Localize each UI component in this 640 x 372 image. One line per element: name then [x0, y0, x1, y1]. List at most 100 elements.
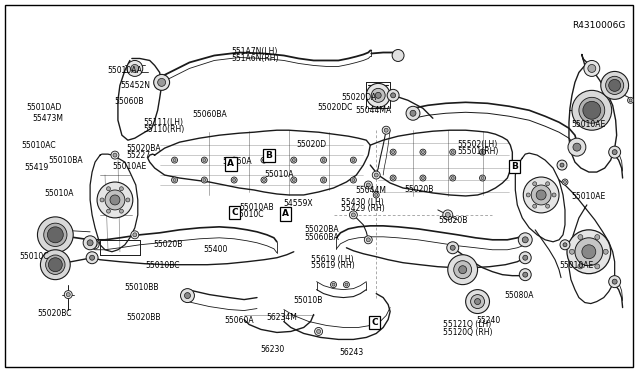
Text: 55010AE: 55010AE: [572, 121, 606, 129]
Circle shape: [563, 243, 567, 247]
Text: 55501(RH): 55501(RH): [457, 147, 499, 156]
Text: 55060A: 55060A: [222, 157, 252, 166]
Circle shape: [111, 151, 119, 159]
Circle shape: [93, 243, 97, 247]
Circle shape: [173, 179, 176, 182]
Circle shape: [86, 252, 98, 264]
Text: 55110(RH): 55110(RH): [144, 125, 185, 134]
Text: 55619 (RH): 55619 (RH): [311, 261, 355, 270]
Text: 56243: 56243: [339, 347, 364, 356]
Circle shape: [154, 74, 170, 90]
Text: 55010A: 55010A: [264, 170, 294, 179]
Circle shape: [291, 157, 297, 163]
Circle shape: [410, 110, 416, 116]
Circle shape: [372, 171, 380, 179]
Circle shape: [321, 157, 326, 163]
Circle shape: [628, 97, 634, 103]
Text: 55044MA: 55044MA: [355, 106, 392, 115]
Circle shape: [49, 258, 62, 272]
Circle shape: [560, 240, 570, 250]
Circle shape: [390, 149, 396, 155]
Circle shape: [202, 157, 207, 163]
Circle shape: [406, 106, 420, 120]
Circle shape: [612, 150, 617, 155]
Circle shape: [531, 185, 551, 205]
Circle shape: [584, 61, 600, 76]
Circle shape: [366, 183, 371, 187]
Text: 55121Q (LH): 55121Q (LH): [443, 321, 491, 330]
Text: 55020BA: 55020BA: [127, 144, 161, 153]
Circle shape: [321, 177, 326, 183]
Text: 55020BC: 55020BC: [38, 310, 72, 318]
Circle shape: [364, 236, 372, 244]
Circle shape: [131, 64, 139, 73]
Circle shape: [120, 209, 124, 213]
Circle shape: [172, 177, 177, 183]
Circle shape: [322, 158, 325, 161]
Circle shape: [450, 175, 456, 181]
Circle shape: [578, 235, 583, 240]
Text: 55429 (RH): 55429 (RH): [341, 205, 385, 214]
Text: 55010BC: 55010BC: [146, 261, 180, 270]
Text: 55020BB: 55020BB: [127, 313, 161, 322]
Circle shape: [532, 204, 537, 208]
Text: 55400: 55400: [203, 245, 227, 254]
Text: 55020BA: 55020BA: [305, 225, 339, 234]
Circle shape: [364, 181, 372, 189]
Circle shape: [522, 237, 528, 243]
Circle shape: [64, 291, 72, 299]
Circle shape: [560, 163, 564, 167]
Circle shape: [110, 195, 120, 205]
Circle shape: [184, 293, 191, 299]
Text: 55452N: 55452N: [120, 81, 150, 90]
Text: 55020D: 55020D: [296, 140, 326, 149]
Circle shape: [261, 177, 267, 183]
Circle shape: [349, 211, 357, 219]
Circle shape: [579, 97, 605, 123]
Text: 56230: 56230: [260, 345, 284, 354]
Text: 55419: 55419: [25, 163, 49, 172]
Circle shape: [375, 92, 381, 98]
Circle shape: [557, 160, 567, 170]
Circle shape: [392, 151, 395, 154]
Circle shape: [105, 190, 125, 210]
Text: 55060A: 55060A: [225, 316, 254, 325]
Circle shape: [233, 179, 236, 182]
Circle shape: [629, 99, 632, 102]
Text: 55060B: 55060B: [114, 97, 143, 106]
Circle shape: [609, 276, 621, 288]
Circle shape: [475, 299, 481, 305]
Circle shape: [524, 177, 559, 213]
Circle shape: [387, 89, 399, 101]
Text: B: B: [511, 162, 518, 171]
Circle shape: [447, 242, 459, 254]
Text: 55060BA: 55060BA: [193, 110, 227, 119]
Text: 55010BA: 55010BA: [49, 156, 83, 165]
Text: 551A7N(LH): 551A7N(LH): [231, 47, 277, 56]
Circle shape: [519, 252, 531, 264]
Circle shape: [552, 193, 556, 197]
Circle shape: [127, 61, 143, 76]
Circle shape: [384, 128, 388, 132]
Circle shape: [373, 192, 380, 198]
Circle shape: [350, 157, 356, 163]
Text: 55240: 55240: [476, 316, 500, 325]
Circle shape: [582, 245, 596, 259]
Circle shape: [157, 78, 166, 86]
Circle shape: [454, 261, 472, 279]
Circle shape: [317, 330, 321, 333]
Text: 55120Q (RH): 55120Q (RH): [443, 328, 492, 337]
Circle shape: [344, 282, 349, 288]
Text: 55020DA: 55020DA: [341, 93, 376, 102]
Circle shape: [481, 177, 484, 180]
Text: B: B: [266, 151, 273, 160]
Circle shape: [420, 175, 426, 181]
Circle shape: [536, 190, 546, 200]
Circle shape: [261, 157, 267, 163]
Circle shape: [420, 149, 426, 155]
Circle shape: [562, 179, 568, 185]
Circle shape: [421, 151, 424, 154]
Circle shape: [470, 295, 484, 308]
Text: 55010C: 55010C: [20, 252, 49, 261]
Text: 55010AD: 55010AD: [26, 103, 61, 112]
